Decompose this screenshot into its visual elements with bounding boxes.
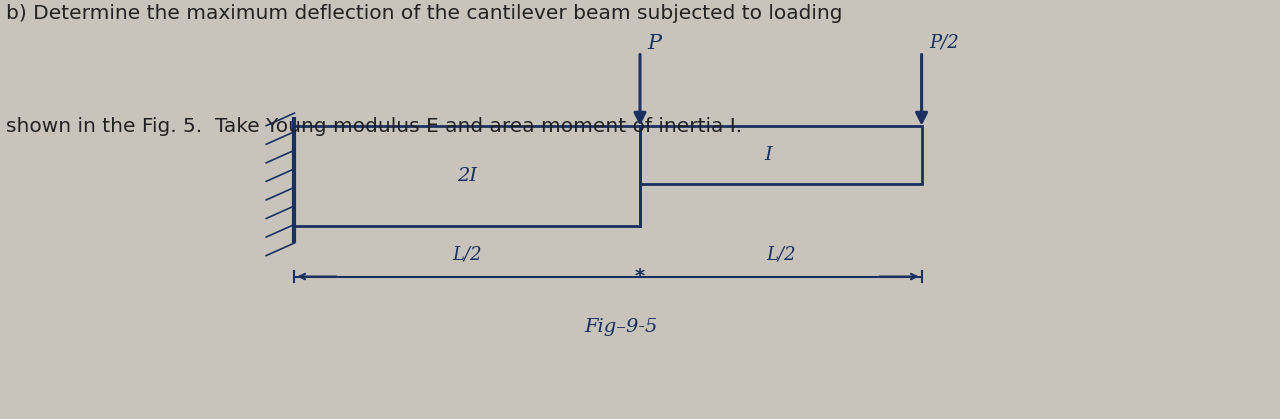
Text: 2I: 2I: [457, 167, 477, 185]
Text: Fig–9‐5: Fig–9‐5: [584, 318, 658, 336]
Bar: [294, 126, 640, 226]
Text: *: *: [635, 267, 645, 286]
Text: P/2: P/2: [929, 34, 959, 52]
Text: L/2: L/2: [452, 246, 483, 264]
Bar: [640, 126, 922, 184]
Text: b) Determine the maximum deflection of the cantilever beam subjected to loading: b) Determine the maximum deflection of t…: [6, 4, 844, 23]
Text: P: P: [648, 34, 662, 52]
Text: L/2: L/2: [765, 246, 796, 264]
Text: I: I: [764, 146, 772, 164]
Text: shown in the Fig. 5.  Take Young modulus E and area moment of inertia I.: shown in the Fig. 5. Take Young modulus …: [6, 117, 742, 136]
